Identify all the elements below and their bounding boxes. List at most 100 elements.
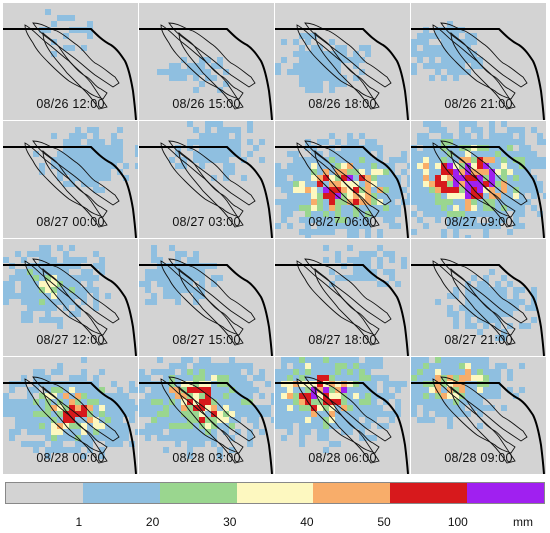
basin-outline: [296, 378, 380, 454]
precip-map-svg: [411, 21, 545, 120]
boundary-line: [411, 28, 545, 120]
precip-panel: 08/28 00:00: [3, 357, 138, 474]
basin-outline: [450, 267, 516, 346]
boundary-line: [3, 146, 137, 238]
basin-outline: [160, 142, 244, 218]
precip-panel: 08/26 12:00: [3, 3, 138, 120]
panel-timestamp: 08/26 15:00: [172, 97, 241, 111]
basin-outline: [314, 267, 380, 346]
precip-panel: 08/28 06:00: [275, 357, 410, 474]
basin-outline: [296, 260, 380, 336]
precip-panel: 08/27 06:00: [275, 121, 410, 238]
precip-map-svg: [411, 357, 545, 474]
precip-panel: 08/27 15:00: [139, 239, 274, 356]
precip-panel: 08/26 15:00: [139, 3, 274, 120]
precip-map-svg: [139, 121, 273, 238]
panel-timestamp: 08/26 12:00: [36, 97, 105, 111]
boundary-line: [139, 28, 273, 120]
panel-timestamp: 08/28 00:00: [36, 451, 105, 465]
panel-timestamp: 08/27 09:00: [444, 215, 513, 229]
basin-outline: [24, 142, 108, 218]
basin-outline: [178, 149, 244, 228]
basin-outline: [314, 31, 380, 110]
precip-map-svg: [275, 133, 410, 238]
boundary-line: [411, 382, 545, 474]
boundary-line: [275, 264, 409, 356]
legend-swatch: [236, 483, 314, 503]
panel-timestamp: 08/27 06:00: [308, 215, 377, 229]
legend-swatch: [82, 483, 160, 503]
precip-panel: 08/27 18:00: [275, 239, 410, 356]
precip-map-svg: [275, 357, 409, 474]
precip-map-svg: [411, 258, 545, 356]
legend-swatch: [6, 483, 83, 503]
boundary-line: [411, 264, 545, 356]
basin-outline: [178, 31, 244, 110]
boundary-line: [275, 146, 409, 238]
basin-outline: [432, 142, 516, 218]
basin-outline: [42, 267, 108, 346]
basin-outline: [314, 385, 380, 464]
basin-outline: [24, 378, 108, 454]
precip-map-svg: [3, 9, 137, 120]
legend-swatch: [313, 483, 391, 503]
basin-outline: [314, 149, 380, 228]
precip-map-svg: [275, 22, 409, 120]
basin-outline: [450, 149, 516, 228]
precip-panel: 08/26 21:00: [411, 3, 546, 120]
color-legend: [5, 482, 545, 504]
precip-map-svg: [275, 245, 409, 356]
legend-swatch: [159, 483, 237, 503]
basin-outline: [178, 267, 244, 346]
boundary-line: [275, 28, 409, 120]
precip-map-svg: [411, 121, 546, 238]
basin-outline: [42, 149, 108, 228]
precip-panel: 08/27 12:00: [3, 239, 138, 356]
basin-outline: [42, 31, 108, 110]
legend-tick: 20: [145, 515, 160, 529]
basin-outline: [296, 142, 380, 218]
basin-outline: [432, 24, 516, 100]
legend-tick: 30: [223, 515, 237, 529]
basin-outline: [42, 385, 108, 464]
basin-outline: [24, 24, 108, 100]
basin-outline: [160, 260, 244, 336]
basin-outline: [450, 31, 516, 110]
panel-timestamp: 08/27 21:00: [444, 333, 513, 347]
legend-tick: 50: [377, 515, 391, 529]
precip-map-svg: [3, 127, 138, 238]
boundary-line: [3, 382, 137, 474]
basin-outline: [160, 24, 244, 100]
precip-map-svg: [139, 357, 274, 474]
legend-tick: 1: [75, 515, 83, 529]
basin-outline: [24, 260, 108, 336]
panel-timestamp: 08/27 15:00: [172, 333, 241, 347]
boundary-line: [411, 146, 545, 238]
boundary-line: [139, 382, 273, 474]
basin-outline: [178, 385, 244, 464]
panel-timestamp: 08/26 21:00: [444, 97, 513, 111]
panel-timestamp: 08/28 03:00: [172, 451, 241, 465]
basin-outline: [296, 24, 380, 100]
basin-outline: [160, 378, 244, 454]
panel-timestamp: 08/28 09:00: [444, 451, 513, 465]
boundary-line: [139, 264, 273, 356]
legend-swatch: [467, 483, 545, 503]
panel-timestamp: 08/27 12:00: [36, 333, 105, 347]
panel-timestamp: 08/27 00:00: [36, 215, 105, 229]
panel-timestamp: 08/27 18:00: [308, 333, 377, 347]
precip-panel: 08/27 21:00: [411, 239, 546, 356]
legend-tick: 40: [300, 515, 314, 529]
legend-unit-label: mm: [513, 515, 533, 529]
precipitation-panel-grid: 08/26 12:00 08/26 15:00 08/26 18:00 08/26 2…: [3, 3, 546, 475]
boundary-line: [139, 146, 273, 238]
precip-panel: 08/27 00:00: [3, 121, 138, 238]
boundary-line: [3, 264, 137, 356]
precip-panel: 08/27 09:00: [411, 121, 546, 238]
basin-outline: [432, 260, 516, 336]
precip-map-svg: [139, 22, 273, 120]
legend-swatch: [390, 483, 468, 503]
precip-map-svg: [3, 245, 137, 356]
boundary-line: [275, 382, 409, 474]
legend-tick: 100: [447, 515, 468, 529]
